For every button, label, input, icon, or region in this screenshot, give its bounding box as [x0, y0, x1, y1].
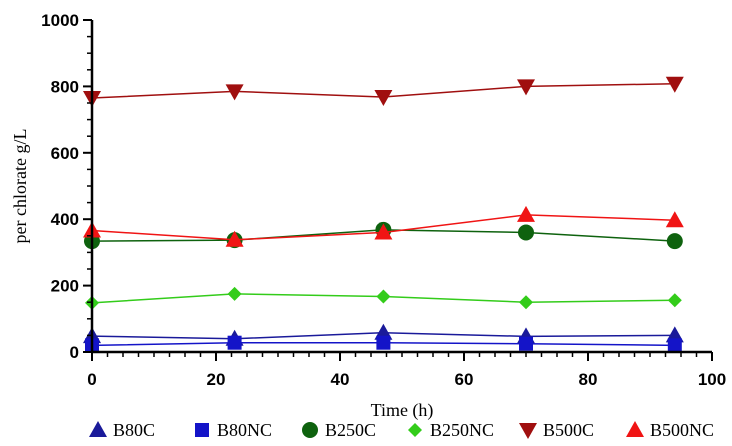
- y-tick-label: 600: [51, 144, 79, 163]
- legend-item: B80NC: [195, 420, 272, 440]
- series-b500c: [83, 76, 684, 108]
- y-tick-label: 200: [51, 277, 79, 296]
- data-point: [374, 90, 393, 107]
- data-point: [665, 76, 684, 93]
- legend-label: B500C: [543, 420, 594, 440]
- x-tick-label: 40: [331, 370, 350, 389]
- data-point: [667, 338, 682, 353]
- y-tick-label: 0: [70, 343, 79, 362]
- x-tick-label: 20: [207, 370, 226, 389]
- legend-marker: [195, 423, 209, 437]
- data-point: [376, 289, 391, 304]
- legend-marker: [302, 422, 318, 438]
- data-point: [518, 224, 534, 241]
- y-axis-title: per chlorate g/L: [10, 129, 30, 244]
- legend-label: B250NC: [430, 420, 494, 440]
- data-point: [225, 230, 244, 247]
- series-b250nc: [85, 286, 682, 310]
- axes: 0 20 40 60 80 100 0 200 400 600 800 1000: [41, 11, 726, 389]
- data-point: [667, 293, 682, 308]
- legend-item: B80C: [89, 420, 155, 440]
- y-tick-label: 800: [51, 77, 79, 96]
- data-point: [517, 79, 535, 96]
- x-tick-label: 0: [87, 370, 96, 389]
- series-b80nc: [85, 335, 682, 353]
- legend-marker: [89, 421, 107, 437]
- data-point: [374, 223, 393, 240]
- y-tick-label: 400: [51, 210, 79, 229]
- legend: B80C B80NC B250C B250NC B500C B500NC: [89, 420, 714, 440]
- x-tick-label: 60: [455, 370, 474, 389]
- x-tick-label: 80: [579, 370, 598, 389]
- legend-label: B250C: [325, 420, 376, 440]
- plot-area: [83, 76, 684, 353]
- legend-label: B80C: [113, 420, 155, 440]
- data-point: [376, 335, 391, 350]
- y-tick-label: 1000: [41, 11, 79, 30]
- legend-marker: [519, 423, 537, 439]
- data-point: [519, 336, 533, 351]
- legend-item: B250NC: [408, 420, 494, 440]
- legend-label: B80NC: [217, 420, 272, 440]
- legend-marker: [408, 423, 422, 437]
- data-point: [519, 295, 533, 310]
- data-point: [665, 211, 684, 228]
- legend-marker: [626, 421, 644, 437]
- data-point: [517, 205, 535, 222]
- x-axis-title: Time (h): [371, 400, 434, 421]
- legend-item: B250C: [302, 420, 376, 440]
- x-tick-label: 100: [698, 370, 726, 389]
- legend-item: B500C: [519, 420, 594, 440]
- data-point: [225, 84, 244, 101]
- data-point: [666, 233, 683, 250]
- legend-label: B500NC: [650, 420, 714, 440]
- data-point: [227, 335, 242, 350]
- x-ticks: 0 20 40 60 80 100: [87, 352, 726, 389]
- data-point: [227, 286, 242, 301]
- y-ticks: 0 200 400 600 800 1000: [41, 11, 92, 362]
- legend-item: B500NC: [626, 420, 714, 440]
